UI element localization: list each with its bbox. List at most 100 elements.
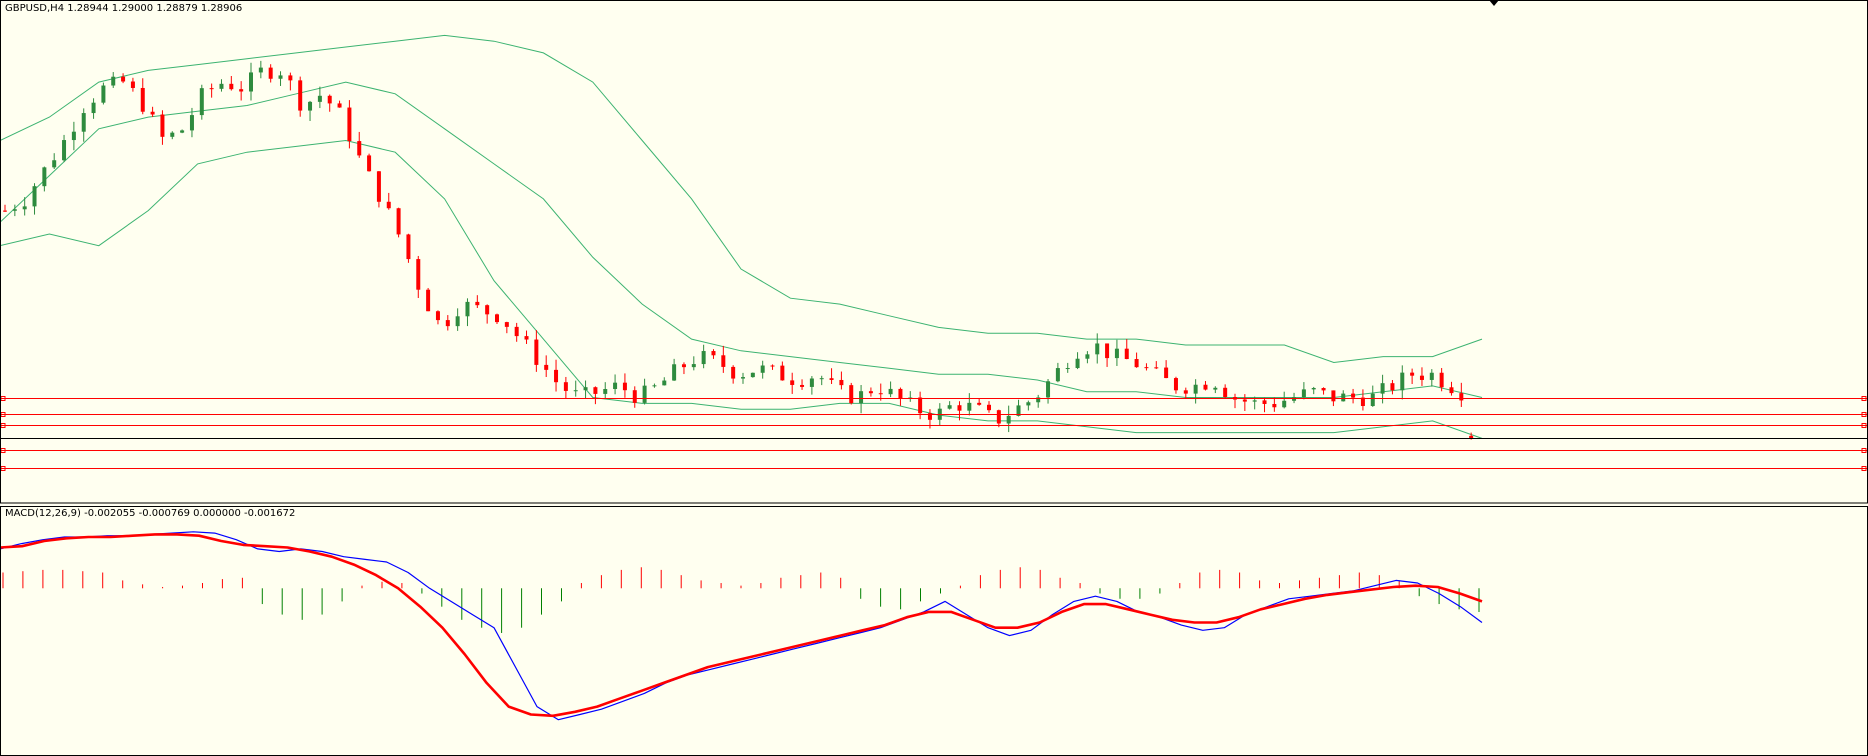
candle xyxy=(386,192,391,210)
candle xyxy=(1164,360,1169,379)
candle xyxy=(121,73,126,84)
candle xyxy=(396,207,401,238)
candle xyxy=(298,76,303,117)
candle xyxy=(278,71,283,86)
candle xyxy=(1026,400,1031,411)
candle xyxy=(1114,339,1119,366)
candle xyxy=(426,287,431,312)
candle xyxy=(347,100,352,149)
candle xyxy=(337,100,342,108)
candle xyxy=(1292,392,1297,404)
candle xyxy=(691,356,696,371)
candle xyxy=(613,374,618,395)
candle xyxy=(445,315,450,331)
candle xyxy=(91,98,96,119)
candle xyxy=(731,365,736,384)
shift-marker-icon xyxy=(1489,0,1499,6)
candle xyxy=(52,153,57,170)
candle xyxy=(1262,397,1267,413)
candle xyxy=(376,171,381,208)
candle xyxy=(829,368,834,384)
candle xyxy=(1321,387,1326,395)
candle xyxy=(514,322,519,342)
macd-label: MACD(12,26,9) -0.002055 -0.000769 0.0000… xyxy=(5,508,296,519)
candle xyxy=(367,153,372,172)
candle xyxy=(642,378,647,405)
candle xyxy=(170,131,175,140)
candle xyxy=(809,376,814,395)
candle xyxy=(209,83,214,98)
macd-line xyxy=(0,531,1483,721)
candle xyxy=(189,107,194,138)
bollinger-upper xyxy=(0,34,1483,364)
candle xyxy=(504,321,509,334)
candle xyxy=(1065,362,1070,373)
candle xyxy=(593,386,598,405)
candle xyxy=(288,72,293,91)
candle xyxy=(1105,343,1110,367)
candle xyxy=(1459,382,1464,407)
candle xyxy=(534,330,539,372)
candle xyxy=(219,79,224,92)
candle xyxy=(918,391,923,420)
candle xyxy=(180,129,185,134)
level-handle-right xyxy=(1861,412,1867,417)
candle xyxy=(1380,374,1385,404)
candle xyxy=(1341,390,1346,402)
candle xyxy=(839,371,844,390)
candle xyxy=(12,204,17,217)
candle xyxy=(957,401,962,421)
candle xyxy=(662,377,667,386)
candle xyxy=(947,401,952,410)
candle xyxy=(1203,381,1208,391)
candle xyxy=(239,81,244,101)
candle xyxy=(130,77,135,92)
candle xyxy=(573,380,578,397)
candle xyxy=(1360,389,1365,411)
candle xyxy=(1419,367,1424,386)
candle xyxy=(524,330,529,344)
level-handle-right xyxy=(1861,448,1867,453)
candle xyxy=(780,361,785,381)
candle xyxy=(800,379,805,390)
candle xyxy=(996,409,1001,428)
candle xyxy=(721,345,726,373)
candle xyxy=(62,134,67,163)
candle xyxy=(741,372,745,384)
candle xyxy=(357,131,362,158)
candle xyxy=(1095,333,1100,364)
candle xyxy=(859,384,864,414)
symbol-label: GBPUSD,H4 xyxy=(5,3,65,14)
candle xyxy=(1173,376,1178,394)
level-handle-right xyxy=(1861,396,1867,401)
candle xyxy=(160,110,165,145)
candle xyxy=(1301,382,1306,400)
candle xyxy=(1134,352,1139,368)
candle xyxy=(1242,394,1247,411)
candle xyxy=(81,108,86,142)
bollinger-middle xyxy=(0,81,1483,398)
candle xyxy=(465,298,470,327)
candle xyxy=(1016,399,1021,417)
candle xyxy=(1429,369,1434,387)
candle xyxy=(32,183,37,215)
candle xyxy=(199,84,204,120)
level-handle-right xyxy=(1861,423,1867,428)
candle xyxy=(1272,397,1277,412)
candle xyxy=(868,387,873,397)
level-handle-right xyxy=(1861,466,1867,471)
candle xyxy=(1085,351,1090,364)
candle xyxy=(1183,387,1188,399)
candle xyxy=(268,64,273,83)
candle xyxy=(1410,368,1415,384)
price-panel xyxy=(0,34,1868,471)
candle xyxy=(878,383,883,401)
candle xyxy=(1282,391,1287,409)
candle xyxy=(770,364,775,370)
candle xyxy=(1390,380,1395,395)
candle xyxy=(1233,393,1237,409)
candle xyxy=(416,255,421,299)
candle xyxy=(622,373,627,398)
candle xyxy=(1223,384,1228,399)
